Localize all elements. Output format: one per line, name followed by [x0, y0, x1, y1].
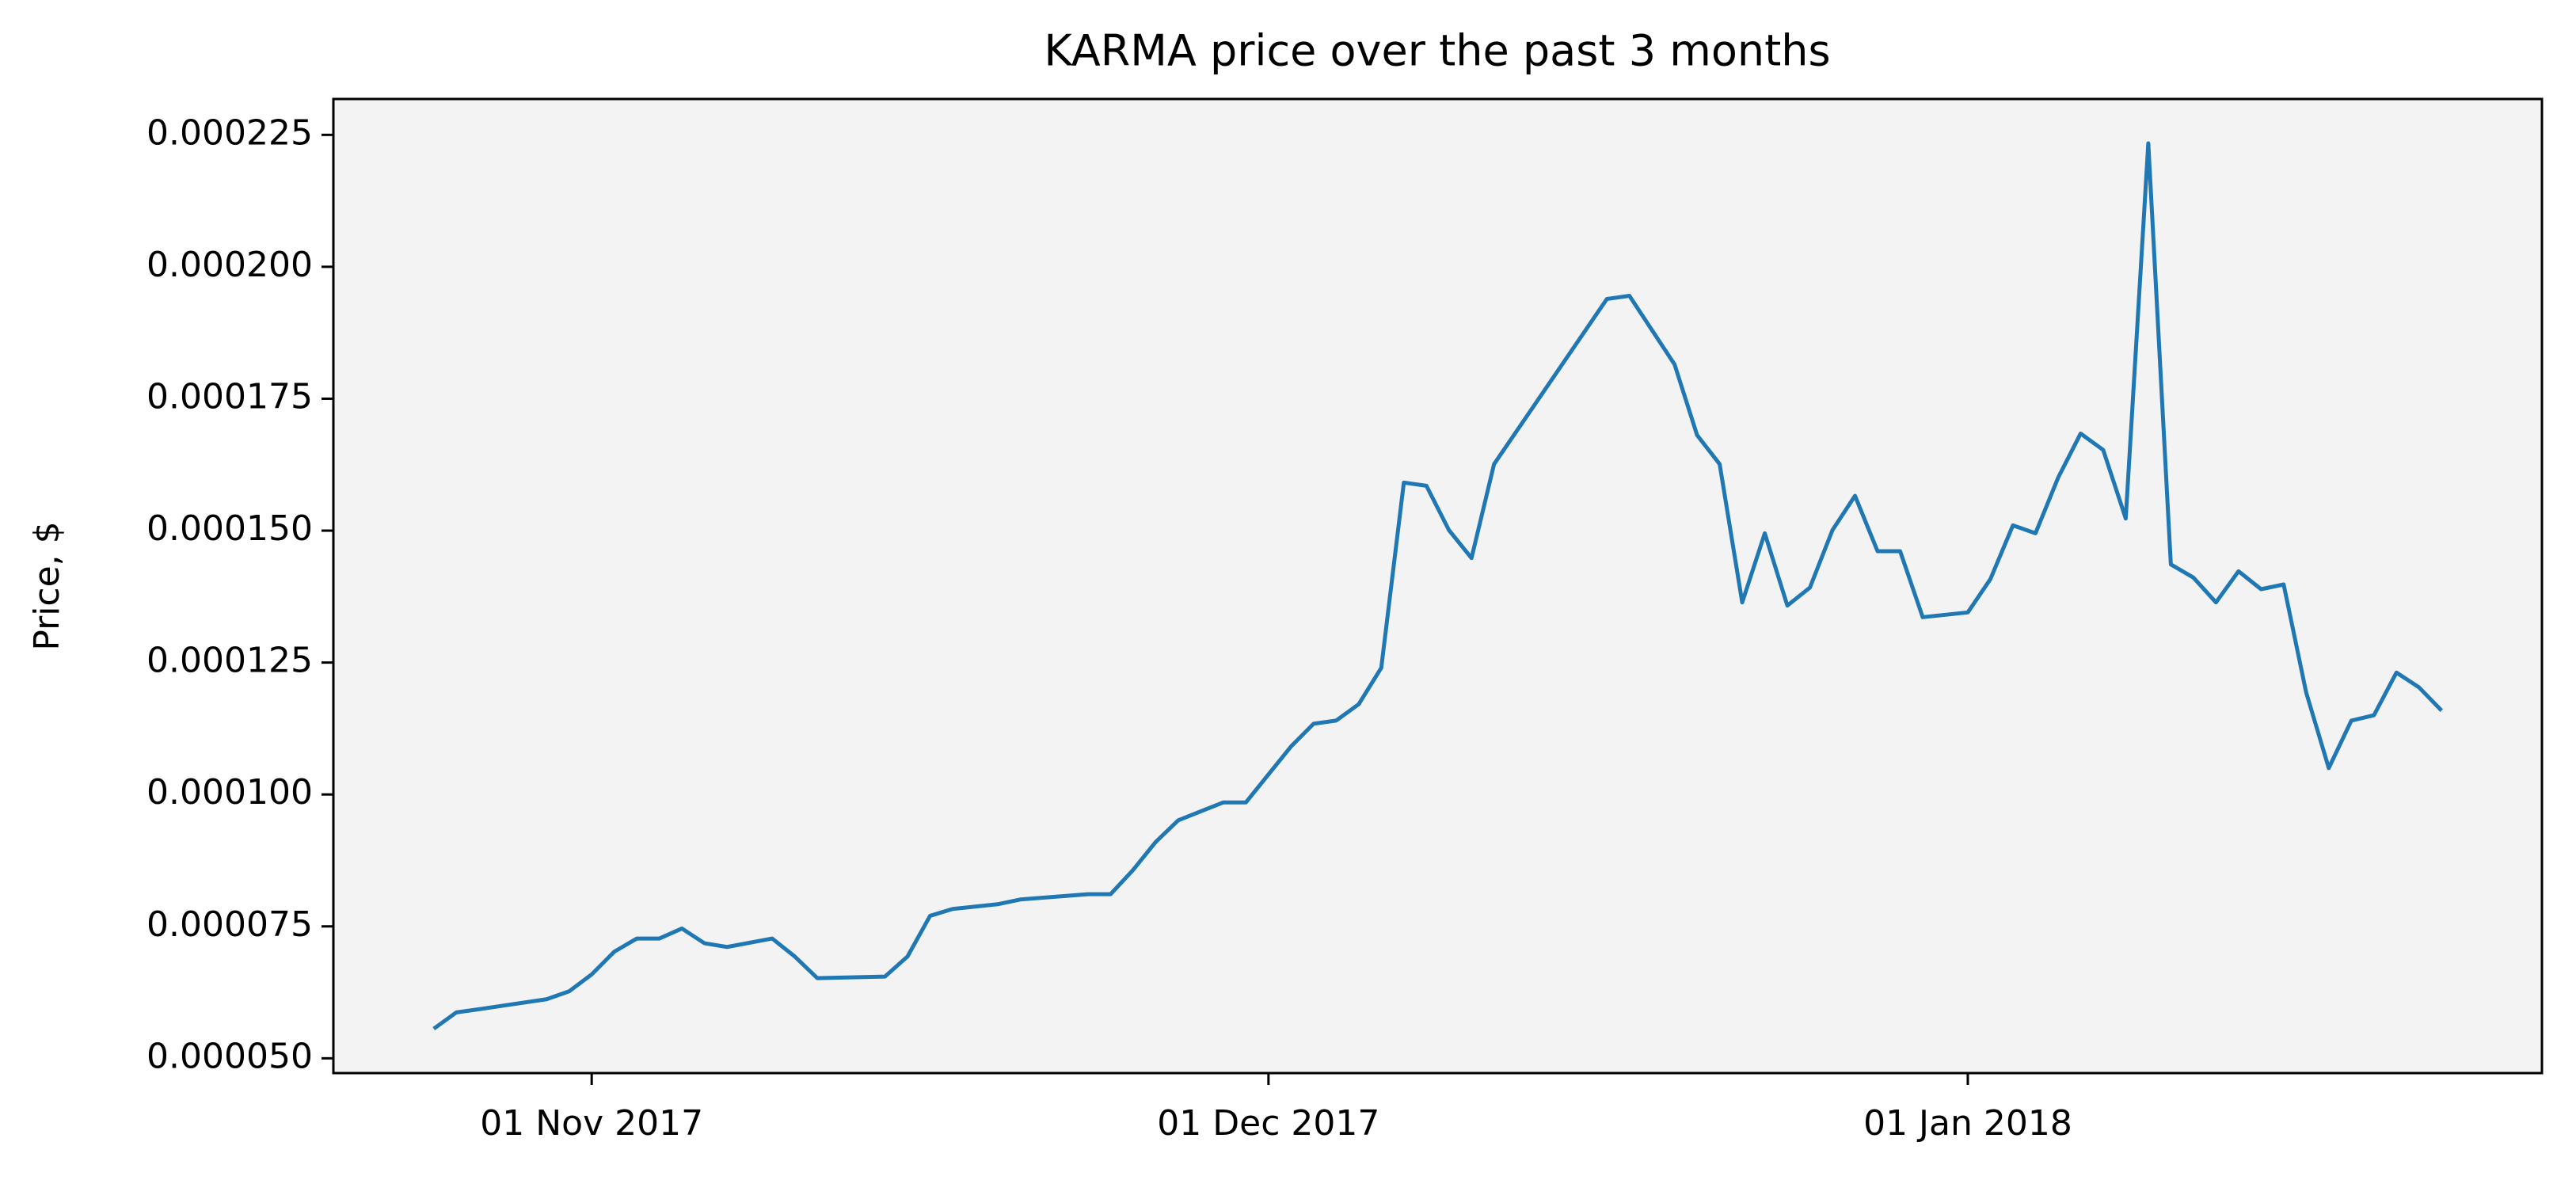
y-tick-label: 0.000225 — [146, 112, 313, 153]
y-tick-label: 0.000050 — [146, 1036, 313, 1076]
x-tick-label: 01 Dec 2017 — [1157, 1103, 1379, 1144]
y-tick-label: 0.000150 — [146, 508, 313, 549]
x-tick-label: 01 Nov 2017 — [480, 1103, 703, 1144]
y-tick-label: 0.000075 — [146, 904, 313, 945]
price-line — [432, 141, 2444, 1031]
plot-frame — [332, 97, 2544, 1075]
y-tick-label: 0.000175 — [146, 376, 313, 417]
y-tick-label: 0.000125 — [146, 641, 313, 681]
y-tick-label: 0.000100 — [146, 772, 313, 813]
x-tick-label: 01 Jan 2018 — [1863, 1103, 2072, 1144]
plot-area — [333, 99, 2542, 1073]
y-tick-label: 0.000200 — [146, 245, 313, 285]
y-axis-label: Price, $ — [27, 521, 67, 650]
chart-title: KARMA price over the past 3 months — [1044, 26, 1830, 76]
